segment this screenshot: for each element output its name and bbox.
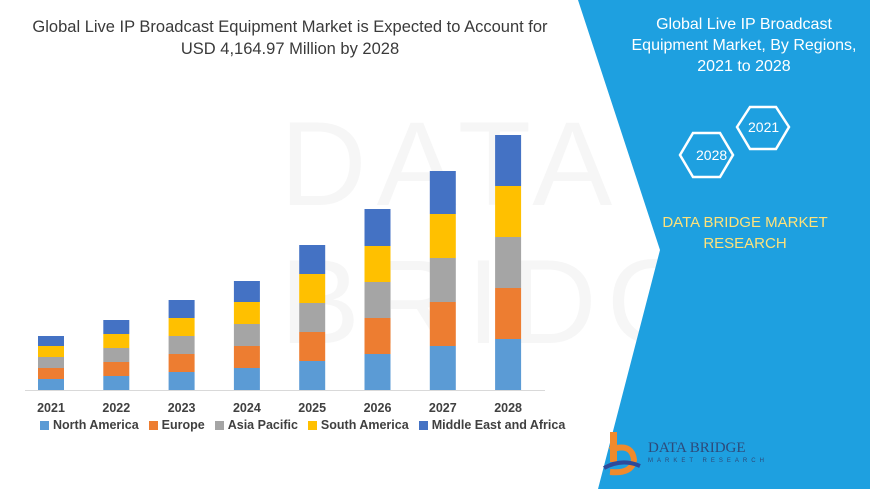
bar-segment-2023-0 xyxy=(168,372,195,390)
legend-item: Asia Pacific xyxy=(214,418,298,432)
bar-segment-2027-2 xyxy=(429,258,456,302)
bar-segment-2022-2 xyxy=(103,348,130,362)
data-bridge-logo-icon xyxy=(603,432,641,476)
bar-segment-2028-4 xyxy=(495,135,522,186)
bar-segment-2022-3 xyxy=(103,334,130,348)
bar-segment-2026-1 xyxy=(364,318,391,354)
bar-segment-2024-2 xyxy=(233,324,260,346)
hex-label-2021: 2021 xyxy=(748,119,780,135)
bar-segment-2024-1 xyxy=(233,346,260,368)
brand-text: DATA BRIDGE MARKET RESEARCH xyxy=(662,214,828,252)
logo-subtext: MARKET RESEARCH xyxy=(648,458,768,464)
chart-title: Global Live IP Broadcast Equipment Marke… xyxy=(32,18,548,58)
x-tick-label: 2021 xyxy=(37,401,65,415)
bar-segment-2025-2 xyxy=(299,303,326,332)
legend-item: North America xyxy=(40,418,139,432)
x-tick-label: 2026 xyxy=(364,401,392,415)
bar-segment-2025-0 xyxy=(299,361,326,390)
bar-segment-2021-4 xyxy=(38,336,64,346)
hexagon-2028 xyxy=(678,131,735,179)
legend-swatch xyxy=(418,420,428,430)
legend-item: Europe xyxy=(148,418,205,432)
bar-segment-2028-3 xyxy=(495,186,522,237)
legend-swatch xyxy=(214,420,224,430)
bar-segment-2026-0 xyxy=(364,354,391,390)
bar-segment-2025-4 xyxy=(299,245,326,274)
bar-segment-2023-1 xyxy=(168,354,195,372)
legend-label: North America xyxy=(53,418,139,432)
bar-segment-2027-0 xyxy=(429,346,456,390)
x-tick-label: 2025 xyxy=(298,401,326,415)
bar-segment-2023-4 xyxy=(168,300,195,318)
bar-segment-2028-1 xyxy=(495,288,522,339)
legend-label: Europe xyxy=(161,418,205,432)
bar-segment-2027-1 xyxy=(429,302,456,346)
bar-segment-2026-4 xyxy=(364,209,391,246)
bar-segment-2021-2 xyxy=(38,357,64,368)
bar-segment-2022-4 xyxy=(103,320,130,334)
hex-label-2028: 2028 xyxy=(696,147,728,163)
bar-segment-2021-1 xyxy=(38,368,64,379)
bar-segment-2022-1 xyxy=(103,362,130,376)
bar-segment-2025-1 xyxy=(299,332,326,361)
bar-segment-2027-4 xyxy=(429,171,456,214)
x-tick-label: 2027 xyxy=(429,401,457,415)
panel-title: Global Live IP Broadcast Equipment Marke… xyxy=(631,16,857,75)
bar-segment-2024-0 xyxy=(233,368,260,390)
hexagon-2021 xyxy=(735,105,791,151)
legend-swatch xyxy=(40,420,49,430)
legend-label: South America xyxy=(320,418,409,432)
bar-segment-2023-3 xyxy=(168,318,195,336)
bar-segment-2024-4 xyxy=(233,281,260,302)
legend-label: Middle East and Africa xyxy=(431,418,566,432)
stacked-bar-chart: 2021 2022 2023 2024 2025 2026 2027 2028 xyxy=(25,135,545,415)
bar-segment-2025-3 xyxy=(299,274,326,303)
legend: North America Europe Asia Pacific South Ame… xyxy=(40,418,565,432)
bar-segment-2024-3 xyxy=(233,302,260,324)
legend-label: Asia Pacific xyxy=(227,418,298,432)
bar-segment-2026-2 xyxy=(364,282,391,318)
x-tick-label: 2028 xyxy=(494,401,522,415)
bar-segment-2022-0 xyxy=(103,376,130,390)
blue-panel xyxy=(578,0,870,489)
x-tick-label: 2023 xyxy=(168,401,196,415)
legend-swatch xyxy=(148,420,158,430)
legend-swatch xyxy=(307,420,317,430)
legend-item: South America xyxy=(307,418,409,432)
x-tick-label: 2024 xyxy=(233,401,261,415)
bar-segment-2028-2 xyxy=(495,237,522,288)
bar-segment-2023-2 xyxy=(168,336,195,354)
legend-item: Middle East and Africa xyxy=(418,418,566,432)
bar-segment-2021-0 xyxy=(38,379,64,390)
bar-segment-2026-3 xyxy=(364,246,391,282)
bar-segment-2028-0 xyxy=(495,339,522,390)
bar-segment-2027-3 xyxy=(429,214,456,258)
x-tick-label: 2022 xyxy=(102,401,130,415)
bar-segment-2021-3 xyxy=(38,346,64,357)
logo-text: DATA BRIDGE xyxy=(648,440,746,456)
